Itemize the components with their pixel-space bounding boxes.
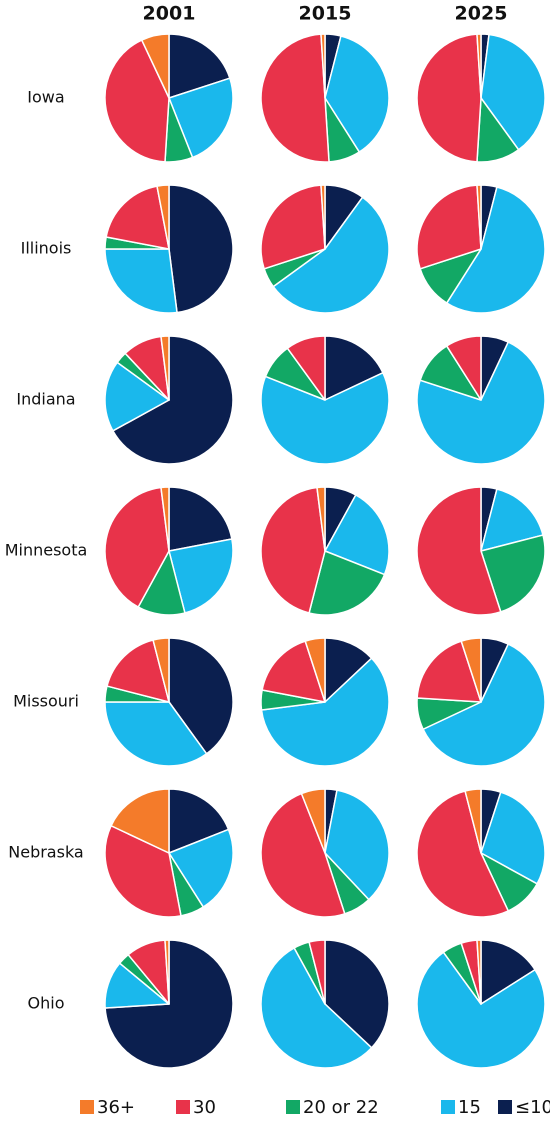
- pie-slice: [168, 184, 234, 314]
- pie-slice: [104, 39, 170, 163]
- pie-slice: [104, 486, 170, 608]
- pie-slice: [104, 825, 182, 918]
- pie-slice: [476, 184, 482, 250]
- pie-slice: [168, 538, 234, 614]
- column-header: 2025: [455, 3, 508, 25]
- legend-label: 30: [193, 1097, 216, 1118]
- pie-slice: [260, 947, 373, 1069]
- column-header: 2015: [299, 3, 352, 25]
- pie-slice: [260, 33, 330, 163]
- pie-slice: [320, 33, 326, 99]
- legend-swatch: [176, 1100, 190, 1114]
- pie-slice: [260, 372, 390, 465]
- pie-slice: [480, 33, 546, 151]
- row-label: Nebraska: [8, 843, 83, 862]
- pie-slice: [105, 185, 170, 250]
- pie-slice: [445, 335, 482, 401]
- row-label: Missouri: [13, 692, 79, 711]
- pie-slice: [110, 788, 170, 854]
- pie-slice: [168, 828, 234, 908]
- pie-slice: [106, 639, 170, 703]
- pie-slice: [476, 939, 482, 1005]
- pie-slice: [160, 335, 170, 401]
- row-label: Ohio: [28, 994, 65, 1013]
- pie-slice: [300, 788, 326, 854]
- pie-slice: [480, 534, 546, 613]
- pie-slice: [480, 791, 546, 885]
- pie-slice: [164, 939, 170, 1005]
- row-label: Illinois: [21, 239, 72, 258]
- pie-slice: [422, 643, 546, 767]
- pie-slice: [324, 335, 384, 401]
- legend-swatch: [498, 1100, 512, 1114]
- row-label: Minnesota: [5, 541, 88, 560]
- pie-slice: [141, 33, 170, 99]
- pie-slice: [416, 341, 546, 465]
- pie-slice: [152, 637, 170, 703]
- pie-slice: [464, 788, 482, 854]
- pie-slice: [416, 33, 482, 163]
- pie-slice: [445, 186, 546, 314]
- legend-label: ≤10: [515, 1097, 550, 1118]
- pie-slice: [156, 184, 170, 250]
- pie-slice: [160, 486, 170, 552]
- row-label: Indiana: [16, 390, 75, 409]
- pie-slice: [261, 640, 326, 703]
- pie-slice: [476, 33, 482, 99]
- row-label: Iowa: [27, 88, 64, 107]
- pie-slice: [324, 789, 390, 901]
- pie-slice: [260, 486, 326, 614]
- pie-slice: [308, 550, 386, 616]
- legend-swatch: [80, 1100, 94, 1114]
- pie-slice: [320, 184, 326, 250]
- pie-slice: [104, 701, 208, 767]
- legend-swatch: [286, 1100, 300, 1114]
- pie-slice: [416, 951, 546, 1069]
- pie-slice: [104, 248, 178, 314]
- pie-slice: [480, 488, 544, 552]
- pie-slice: [168, 33, 231, 99]
- legend-swatch: [441, 1100, 455, 1114]
- pie-slice: [112, 335, 234, 465]
- pie-slice: [286, 335, 326, 401]
- column-header: 2001: [143, 3, 196, 25]
- pie-slice: [416, 640, 482, 703]
- pie-slice: [304, 637, 326, 703]
- legend-label: 20 or 22: [303, 1097, 379, 1118]
- legend-label: 15: [458, 1097, 481, 1118]
- pie-slice: [324, 494, 390, 576]
- pie-slice: [480, 939, 536, 1005]
- pie-slice: [460, 637, 482, 703]
- pie-slice: [168, 486, 233, 552]
- pie-slice: [416, 184, 482, 270]
- pie-slice: [260, 184, 326, 270]
- pie-slice: [260, 792, 346, 918]
- pie-slice: [324, 939, 390, 1049]
- legend-label: 36+: [97, 1097, 135, 1118]
- pie-slice: [104, 361, 170, 432]
- pie-slice: [272, 196, 390, 314]
- pie-slice: [168, 637, 234, 755]
- pie-slice: [316, 486, 326, 552]
- pie-slice: [416, 486, 502, 616]
- pie-slice: [308, 939, 326, 1005]
- pie-slice: [168, 788, 230, 854]
- pie-slice: [260, 657, 390, 767]
- pie-slice: [416, 790, 509, 918]
